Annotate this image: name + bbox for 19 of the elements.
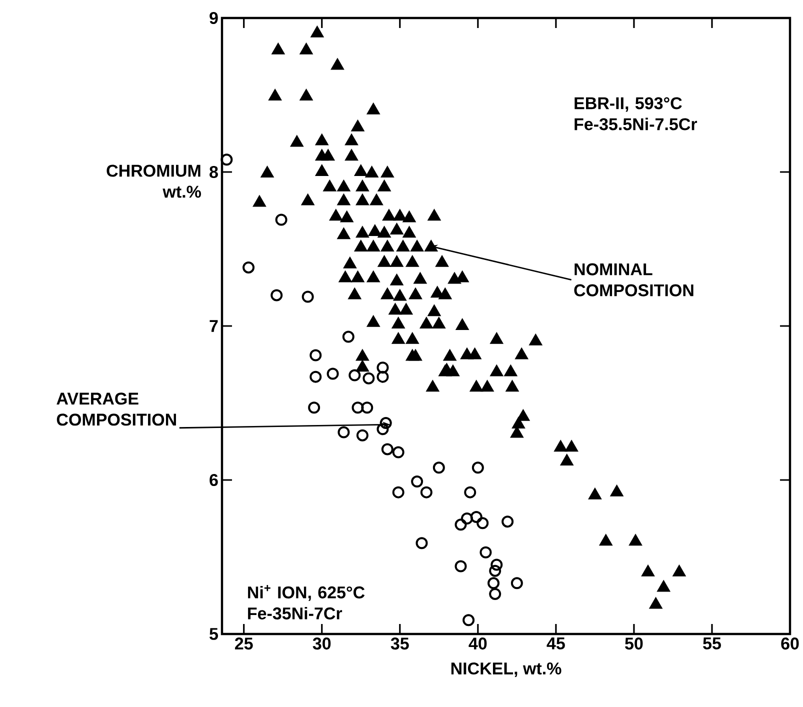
x-tick-label: 35	[390, 638, 409, 650]
annotation: AVERAGE COMPOSITION	[56, 392, 176, 426]
annotation: Ni$^{+}$ ION, 625°C Fe-35Ni-7Cr	[248, 585, 365, 620]
y-tick-label: 8	[210, 166, 218, 178]
x-tick-label: 50	[625, 638, 643, 650]
y-tick-label: 6	[210, 474, 218, 486]
x-tick-label: 55	[703, 638, 721, 650]
x-tick-label: 30	[312, 638, 331, 650]
annotation: NOMINAL COMPOSITION	[574, 263, 694, 296]
annotation: EBR-II, 593°C Fe-35.5Ni-7.5Cr	[574, 97, 698, 130]
x-tick-label: 40	[468, 638, 487, 650]
y-tick-label: 5	[210, 628, 218, 640]
x-tick-label: 25	[234, 638, 253, 650]
x-tick-label: 45	[546, 638, 565, 650]
x-tick-label: 60	[781, 638, 799, 650]
y-tick-label: 7	[210, 320, 218, 332]
y-tick-label: 9	[210, 12, 218, 24]
x-axis-title: NICKEL, wt.%	[451, 662, 562, 677]
y-axis-title: CHROMIUM wt.%	[106, 164, 201, 198]
